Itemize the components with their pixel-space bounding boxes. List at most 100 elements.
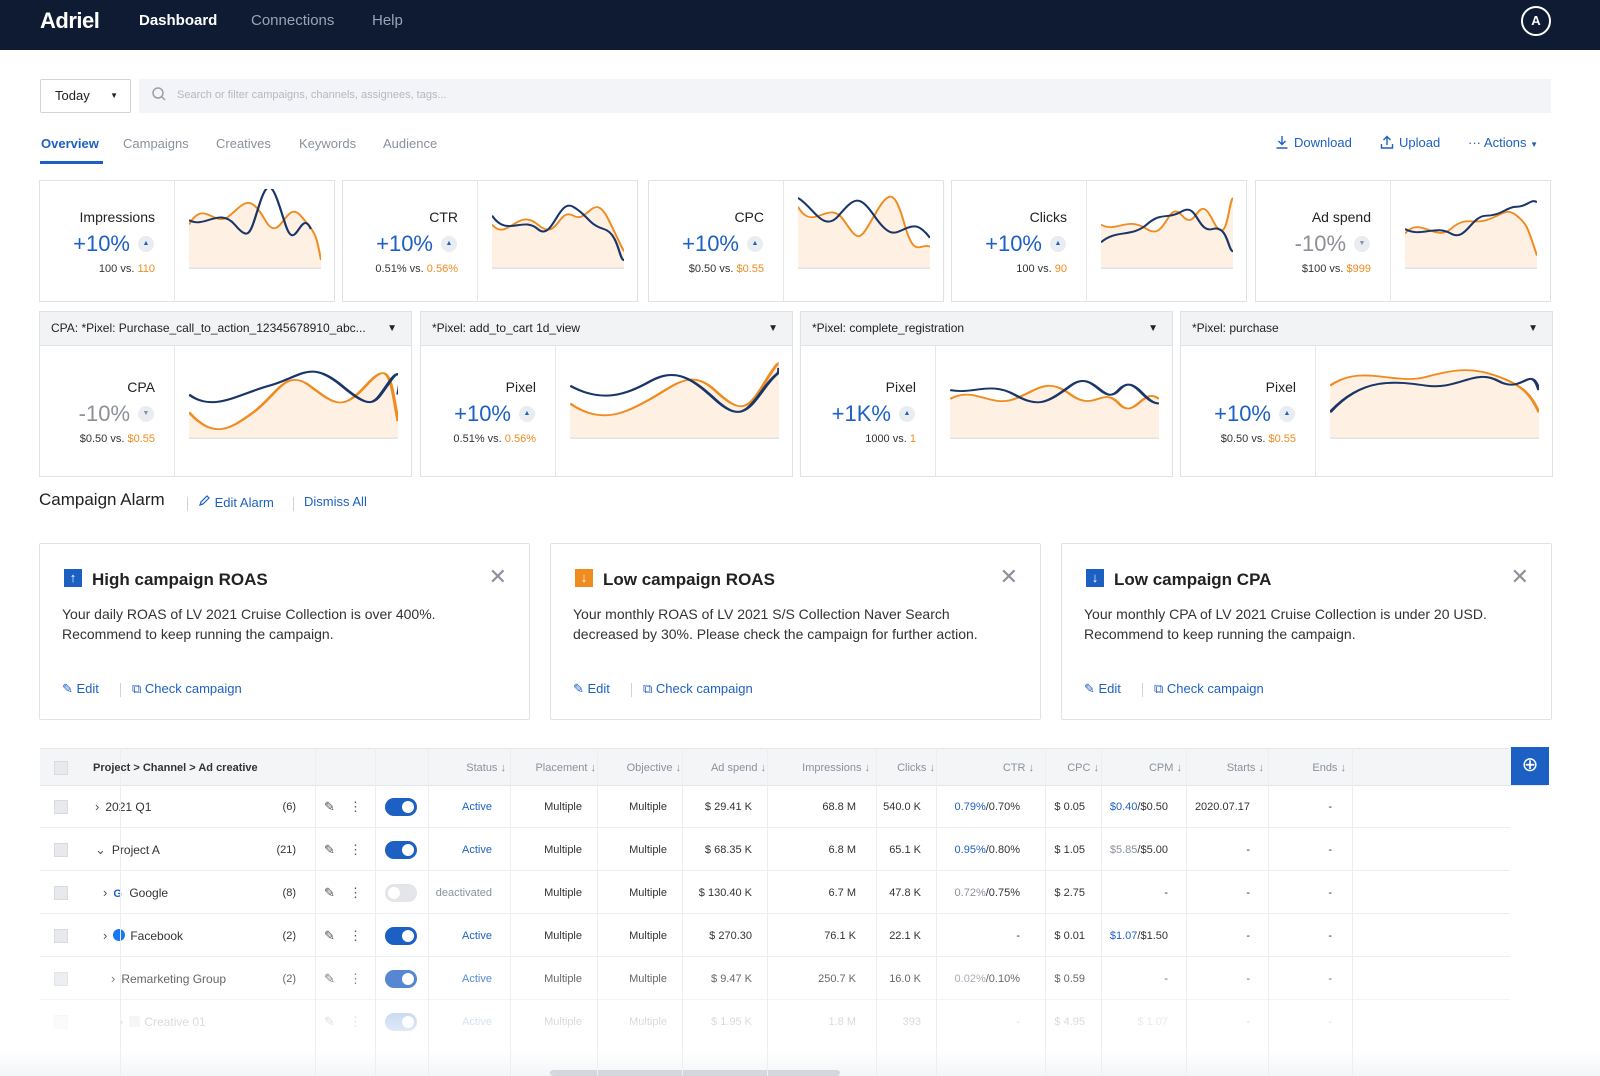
column-header-objective[interactable]: Objective ↓	[627, 749, 681, 787]
table-row[interactable]: › 2021 Q1 (6) ✎ ⋮ Active Multiple Multiple $ 29.…	[40, 786, 1510, 828]
chevron-right-icon[interactable]: ›	[103, 928, 108, 943]
table-row[interactable]: ⌄ Project A (21) ✎ ⋮ Active Multiple Multiple $ …	[40, 829, 1510, 871]
edit-pencil-icon[interactable]: ✎	[324, 971, 335, 986]
column-header-cpc[interactable]: CPC ↓	[1067, 749, 1099, 787]
select-all-checkbox[interactable]	[54, 761, 68, 775]
close-icon[interactable]: ✕	[488, 564, 507, 589]
row-checkbox[interactable]	[54, 929, 68, 943]
edit-pencil-icon[interactable]: ✎	[324, 799, 335, 814]
tab-overview[interactable]: Overview	[41, 136, 99, 151]
edit-pencil-icon[interactable]: ✎	[324, 842, 335, 857]
chevron-right-icon[interactable]: ›	[103, 885, 108, 900]
close-icon[interactable]: ✕	[999, 564, 1018, 589]
column-header-name[interactable]: Project > Channel > Ad creative	[93, 762, 258, 774]
user-avatar[interactable]: A	[1521, 6, 1551, 36]
edit-alarm-button[interactable]: ✎ Edit	[62, 681, 99, 697]
pixel-event-dropdown[interactable]: *Pixel: complete_registration ▼	[800, 311, 1173, 345]
status-toggle[interactable]	[385, 798, 417, 816]
sort-arrow-icon: ↓	[929, 762, 936, 774]
row-checkbox[interactable]	[54, 886, 68, 900]
cell-clicks: 22.1 K	[889, 930, 921, 942]
metric-card[interactable]: Clicks +10% ▲ 100 vs. 90	[951, 180, 1247, 302]
row-more-icon[interactable]: ⋮	[349, 971, 362, 986]
search-filter-bar[interactable]: Search or filter campaigns, channels, as…	[139, 79, 1551, 113]
column-divider	[936, 748, 937, 1076]
status-toggle[interactable]	[385, 970, 417, 988]
row-checkbox[interactable]	[54, 972, 68, 986]
column-header-spend[interactable]: Ad spend ↓	[711, 749, 766, 787]
row-more-icon[interactable]: ⋮	[349, 928, 362, 943]
edit-alarm-button[interactable]: ✎ Edit	[573, 681, 610, 697]
date-range-select[interactable]: Today ▼	[40, 79, 131, 113]
adriel-logo[interactable]: Adriel	[40, 8, 100, 33]
status-toggle[interactable]	[385, 884, 417, 902]
pixel-event-dropdown[interactable]: CPA: *Pixel: Purchase_call_to_action_123…	[39, 311, 412, 345]
metric-card[interactable]: Impressions +10% ▲ 100 vs. 110	[39, 180, 335, 302]
metric-card[interactable]: Pixel +1K% ▲ 1000 vs. 1	[800, 345, 1173, 477]
metric-card[interactable]: CTR +10% ▲ 0.51% vs. 0.56%	[342, 180, 638, 302]
row-more-icon[interactable]: ⋮	[349, 885, 362, 900]
row-name[interactable]: › G Google	[103, 872, 168, 914]
chevron-down-icon[interactable]: ⌄	[95, 842, 106, 857]
row-checkbox[interactable]	[54, 843, 68, 857]
column-header-starts[interactable]: Starts ↓	[1227, 749, 1264, 787]
row-checkbox[interactable]	[54, 800, 68, 814]
edit-alarm-link[interactable]: Edit Alarm	[198, 494, 274, 510]
row-more-icon[interactable]: ⋮	[349, 842, 362, 857]
close-icon[interactable]: ✕	[1510, 564, 1529, 589]
pixel-event-dropdown[interactable]: *Pixel: purchase ▼	[1180, 311, 1553, 345]
column-header-ctr[interactable]: CTR ↓	[1003, 749, 1034, 787]
edit-label: Edit	[587, 681, 610, 696]
metric-card[interactable]: CPA -10% ▼ $0.50 vs. $0.55	[39, 345, 412, 477]
tab-keywords[interactable]: Keywords	[299, 136, 357, 151]
tab-campaigns[interactable]: Campaigns	[123, 136, 189, 151]
column-header-status[interactable]: Status ↓	[466, 749, 506, 787]
chevron-right-icon[interactable]: ›	[111, 971, 116, 986]
chevron-right-icon[interactable]: ›	[95, 799, 100, 814]
column-header-impressions[interactable]: Impressions ↓	[802, 749, 870, 787]
check-campaign-link[interactable]: ⧉ Check campaign	[132, 681, 242, 697]
nav-help[interactable]: Help	[372, 12, 403, 29]
nav-connections[interactable]: Connections	[251, 12, 335, 29]
row-name[interactable]: ⌄ Project A	[95, 829, 160, 871]
edit-pencil-icon[interactable]: ✎	[324, 928, 335, 943]
download-button[interactable]: Download	[1275, 135, 1352, 150]
row-more-icon[interactable]: ⋮	[349, 799, 362, 814]
pixel-event-dropdown[interactable]: *Pixel: add_to_cart 1d_view ▼	[420, 311, 793, 345]
column-header-cpm[interactable]: CPM ↓	[1149, 749, 1182, 787]
column-header-label: Status	[466, 762, 498, 774]
edit-alarm-button[interactable]: ✎ Edit	[1084, 681, 1121, 697]
status-toggle[interactable]	[385, 841, 417, 859]
column-header-placement[interactable]: Placement ↓	[535, 749, 596, 787]
metric-card[interactable]: Pixel +10% ▲ 0.51% vs. 0.56%	[420, 345, 793, 477]
row-name[interactable]: › Facebook	[103, 915, 183, 957]
dismiss-all-link[interactable]: Dismiss All	[304, 494, 367, 509]
column-header-ends[interactable]: Ends ↓	[1312, 749, 1346, 787]
column-header-clicks[interactable]: Clicks ↓	[897, 749, 935, 787]
metric-card[interactable]: Ad spend -10% ▼ $100 vs. $999	[1255, 180, 1551, 302]
tab-creatives[interactable]: Creatives	[216, 136, 271, 151]
search-icon	[152, 87, 166, 101]
nav-dashboard[interactable]: Dashboard	[139, 12, 218, 29]
actions-menu-button[interactable]: ··· Actions ▼	[1468, 135, 1538, 150]
ctr-target: /0.75%	[985, 887, 1020, 899]
check-campaign-link[interactable]: ⧉ Check campaign	[1154, 681, 1264, 697]
metric-card[interactable]: Pixel +10% ▲ $0.50 vs. $0.55	[1180, 345, 1553, 477]
column-divider	[120, 748, 121, 1076]
table-row[interactable]: › G Google (8) ✎ ⋮ deactivated Multiple Multiple…	[40, 872, 1510, 914]
row-name[interactable]: › 2021 Q1	[95, 786, 151, 828]
tab-audience[interactable]: Audience	[383, 136, 438, 151]
edit-pencil-icon[interactable]: ✎	[324, 885, 335, 900]
add-column-button[interactable]: ⊕	[1511, 747, 1549, 785]
current-value: $100	[1301, 263, 1327, 275]
metric-card[interactable]: CPC +10% ▲ $0.50 vs. $0.55	[648, 180, 944, 302]
table-row[interactable]: › Facebook (2) ✎ ⋮ Active Multiple Multiple $ 27…	[40, 915, 1510, 957]
horizontal-scrollbar[interactable]	[550, 1070, 840, 1076]
previous-value: 110	[137, 263, 155, 275]
arrow-up-icon: ▲	[1279, 406, 1295, 422]
sparkline-current-series	[189, 189, 312, 237]
upload-button[interactable]: Upload	[1380, 135, 1440, 150]
status-toggle[interactable]	[385, 927, 417, 945]
check-campaign-link[interactable]: ⧉ Check campaign	[643, 681, 753, 697]
row-name[interactable]: › Remarketing Group	[111, 958, 226, 1000]
